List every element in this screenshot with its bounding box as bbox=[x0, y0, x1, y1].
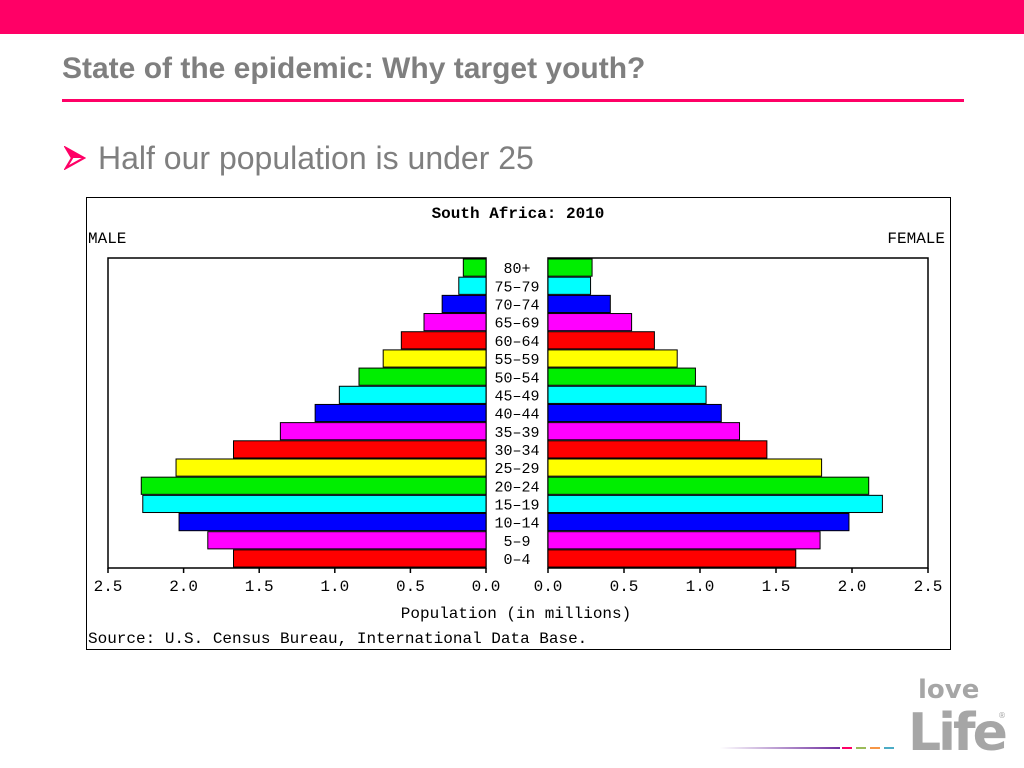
male-tick-label: 0.5 bbox=[396, 578, 425, 596]
male-bar bbox=[280, 423, 486, 440]
female-bar bbox=[548, 386, 706, 403]
population-pyramid-chart: South Africa: 2010 MALE FEMALE 80+ 75–79 7… bbox=[86, 197, 951, 650]
female-bar bbox=[548, 477, 869, 494]
logo-love-text: love bbox=[918, 675, 979, 705]
bullet-text: Half our population is under 25 bbox=[98, 140, 534, 177]
female-bar bbox=[548, 495, 882, 512]
title-underline bbox=[62, 99, 964, 102]
age-group-label: 55–59 bbox=[494, 352, 539, 369]
male-bar bbox=[143, 495, 486, 512]
female-bar bbox=[548, 259, 592, 276]
male-tick-label: 2.5 bbox=[94, 578, 123, 596]
male-bar bbox=[459, 277, 486, 294]
female-tick-label: 2.0 bbox=[838, 578, 867, 596]
footer-dash bbox=[884, 747, 894, 749]
age-group-label: 10–14 bbox=[494, 516, 539, 533]
lovelife-logo: love Life ® bbox=[906, 674, 1010, 756]
female-bar bbox=[548, 332, 654, 349]
chart-source: Source: U.S. Census Bureau, Internationa… bbox=[88, 630, 587, 648]
female-bar bbox=[548, 423, 740, 440]
age-group-label: 35–39 bbox=[494, 425, 539, 442]
age-group-label: 45–49 bbox=[494, 388, 539, 405]
age-group-label: 25–29 bbox=[494, 461, 539, 478]
female-bar bbox=[548, 532, 820, 549]
footer-dash bbox=[856, 747, 866, 749]
age-group-label: 20–24 bbox=[494, 479, 539, 496]
age-group-label: 5–9 bbox=[503, 534, 530, 551]
age-group-label: 65–69 bbox=[494, 316, 539, 333]
female-tick-label: 0.5 bbox=[610, 578, 639, 596]
female-bar bbox=[548, 350, 677, 367]
female-tick-label: 2.5 bbox=[914, 578, 943, 596]
female-bar bbox=[548, 441, 767, 458]
male-bar bbox=[442, 295, 486, 312]
age-group-label: 75–79 bbox=[494, 279, 539, 296]
male-bar bbox=[359, 368, 486, 385]
bullet-item: Half our population is under 25 bbox=[64, 138, 534, 178]
male-bar bbox=[463, 259, 486, 276]
male-bar bbox=[315, 404, 486, 421]
female-tick-label: 1.0 bbox=[686, 578, 715, 596]
male-bar bbox=[401, 332, 486, 349]
footer-dash bbox=[842, 747, 852, 749]
male-bar bbox=[141, 477, 486, 494]
arrow-bullet-icon bbox=[64, 146, 86, 170]
slide-title: State of the epidemic: Why target youth? bbox=[62, 52, 645, 86]
male-bar bbox=[424, 314, 486, 331]
age-group-label: 15–19 bbox=[494, 498, 539, 515]
male-bar bbox=[176, 459, 486, 476]
female-label: FEMALE bbox=[887, 230, 945, 248]
top-accent-bar bbox=[0, 0, 1024, 34]
age-group-label: 50–54 bbox=[494, 370, 539, 387]
footer-dash bbox=[870, 747, 880, 749]
age-group-label: 60–64 bbox=[494, 334, 539, 351]
male-tick-label: 1.5 bbox=[245, 578, 274, 596]
male-bar bbox=[383, 350, 486, 367]
female-tick-label: 0.0 bbox=[534, 578, 563, 596]
age-group-label: 70–74 bbox=[494, 298, 539, 315]
male-bar bbox=[233, 441, 486, 458]
male-tick-label: 2.0 bbox=[169, 578, 198, 596]
logo-life-text: Life bbox=[908, 703, 1006, 756]
male-tick-label: 0.0 bbox=[472, 578, 501, 596]
x-axis-label: Population (in millions) bbox=[401, 605, 631, 623]
female-bar bbox=[548, 404, 721, 421]
female-bar bbox=[548, 550, 796, 567]
female-bar bbox=[548, 314, 632, 331]
footer-line bbox=[720, 747, 840, 749]
age-group-label: 80+ bbox=[503, 261, 530, 278]
male-bar bbox=[179, 514, 486, 531]
female-bar bbox=[548, 295, 610, 312]
age-group-label: 30–34 bbox=[494, 443, 539, 460]
male-label: MALE bbox=[88, 230, 126, 248]
logo-registered-mark: ® bbox=[998, 711, 1006, 720]
female-bar bbox=[548, 459, 822, 476]
female-bar bbox=[548, 368, 695, 385]
male-bar bbox=[339, 386, 486, 403]
male-bar bbox=[233, 550, 486, 567]
male-tick-label: 1.0 bbox=[320, 578, 349, 596]
male-bar bbox=[208, 532, 486, 549]
age-group-label: 40–44 bbox=[494, 407, 539, 424]
population-pyramid-svg: South Africa: 2010 MALE FEMALE 80+75–79 7… bbox=[86, 197, 951, 650]
female-bar bbox=[548, 514, 849, 531]
chart-title: South Africa: 2010 bbox=[432, 205, 605, 223]
female-tick-label: 1.5 bbox=[762, 578, 791, 596]
age-group-label: 0–4 bbox=[503, 552, 530, 569]
female-bar bbox=[548, 277, 591, 294]
